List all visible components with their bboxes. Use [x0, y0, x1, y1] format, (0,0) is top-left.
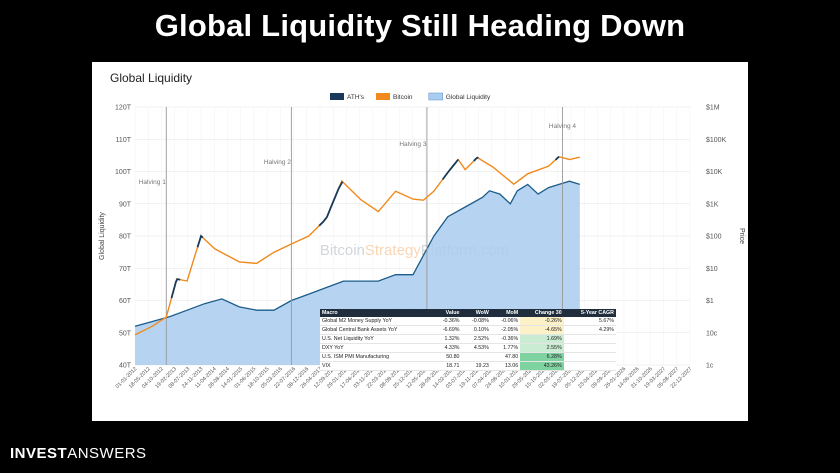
macro-cell: U.S. Net Liquidity YoY: [320, 334, 433, 344]
macro-cell: 4.29%: [563, 325, 616, 335]
macro-cell: [563, 361, 616, 371]
macro-header-cell: MoM: [490, 309, 521, 317]
macro-cell: [563, 352, 616, 362]
macro-cell: -4.65%: [520, 325, 564, 335]
y-tick-label: 40T: [119, 363, 132, 370]
macro-cell: 2.55%: [520, 343, 564, 353]
y2-tick-label: 10c: [706, 330, 718, 337]
brand-bold: INVEST: [10, 445, 68, 462]
macro-cell: 4.33%: [432, 343, 462, 353]
macro-row: U.S. Net Liquidity YoY 1.32% 2.52% -0.36% 1.…: [320, 334, 616, 344]
legend-label: Bitcoin: [393, 94, 413, 101]
macro-cell: Global Central Bank Assets YoY: [320, 325, 433, 335]
y-axis-label: Global Liquidity: [99, 212, 106, 260]
ath-segment: [318, 181, 344, 227]
brand-logo: INVESTANSWERS: [10, 445, 147, 462]
y-tick-label: 90T: [119, 201, 132, 208]
macro-cell: VIX: [320, 361, 433, 371]
macro-cell: [461, 352, 491, 362]
macro-header-cell: Change 30: [520, 309, 564, 317]
ath-segment: [441, 158, 459, 181]
macro-table: Macro Value WoW MoM Change 30 5-Year CAGR Glo…: [320, 309, 616, 371]
macro-cell: 0.10%: [461, 325, 491, 335]
chart-panel: Global Liquidity 120T 110T 100T 90T 80T 70T 60…: [92, 62, 748, 421]
y2-tick-label: 1c: [706, 363, 714, 370]
macro-row: Global Central Bank Assets YoY -6.69% 0.10…: [320, 325, 616, 335]
macro-cell: 4.53%: [461, 343, 491, 353]
y-tick-label: 80T: [119, 234, 132, 241]
macro-cell: 19.23: [461, 361, 491, 371]
headline: Global Liquidity Still Heading Down: [154, 8, 686, 43]
ath-segment: [170, 278, 181, 299]
macro-cell: 2.52%: [461, 334, 491, 344]
y2-tick-label: $10K: [706, 169, 723, 176]
ath-segment: [473, 156, 479, 162]
legend-swatch: [428, 92, 444, 101]
ath-segment: [196, 234, 204, 248]
y2-tick-label: $10: [706, 266, 718, 273]
macro-cell: [563, 334, 616, 344]
y2-tick-label: $1: [706, 298, 714, 305]
macro-header-cell: WoW: [461, 309, 491, 317]
chart-title: Global Liquidity: [110, 71, 193, 85]
legend-swatch: [330, 93, 344, 100]
y-tick-label: 50T: [119, 330, 132, 337]
brand-light: ANSWERS: [67, 445, 147, 462]
macro-cell: [563, 343, 616, 353]
macro-cell: -0.36%: [490, 334, 521, 344]
macro-cell: 43.26%: [520, 361, 564, 371]
y-tick-label: 100T: [115, 169, 132, 176]
liquidity-line: [134, 180, 580, 327]
macro-row: U.S. ISM PMI Manufacturing 50.80 47.80 6.28…: [320, 352, 616, 362]
macro-cell: -0.06%: [490, 317, 521, 326]
legend-swatch: [376, 93, 390, 100]
macro-cell: -0.36%: [432, 317, 462, 326]
macro-cell: -0.08%: [461, 317, 491, 326]
y2-tick-label: $1M: [706, 105, 720, 112]
legend-label: Global Liquidity: [446, 94, 491, 101]
macro-cell: 13.06: [490, 361, 521, 371]
y2-tick-label: $100K: [706, 137, 727, 144]
macro-cell: -6.69%: [432, 325, 462, 335]
macro-cell: 18.71: [432, 361, 462, 371]
y-tick-label: 70T: [119, 266, 132, 273]
macro-cell: 1.77%: [490, 343, 521, 353]
ath-segment: [554, 156, 560, 161]
macro-table-header: Macro Value WoW MoM Change 30 5-Year CAGR: [320, 309, 616, 317]
macro-cell: U.S. ISM PMI Manufacturing: [320, 352, 433, 362]
halving-label: Halving 3: [399, 141, 426, 148]
y2-tick-label: $100: [706, 234, 722, 241]
macro-cell: 6.28%: [520, 352, 564, 362]
macro-cell: 1.69%: [520, 334, 564, 344]
y-tick-label: 60T: [119, 298, 132, 305]
macro-header-cell: Value: [432, 309, 462, 317]
y-tick-label: 120T: [115, 105, 132, 112]
y2-tick-label: $1K: [706, 201, 719, 208]
macro-row: Global M2 Money Supply YoY -0.36% -0.08% -0…: [320, 317, 616, 326]
macro-cell: 5.67%: [563, 317, 616, 326]
macro-cell: 50.80: [432, 352, 462, 362]
macro-cell: -2.05%: [490, 325, 521, 335]
halving-label: Halving 4: [549, 123, 576, 130]
y-tick-label: 110T: [116, 137, 132, 144]
macro-header-cell: Macro: [320, 309, 433, 317]
macro-table-body: Global M2 Money Supply YoY -0.36% -0.08% -0…: [320, 317, 616, 371]
macro-cell: 47.80: [490, 352, 521, 362]
y2-axis-label: Price: [738, 228, 745, 244]
macro-row: DXY YoY 4.33% 4.53% 1.77% 2.55%: [320, 343, 616, 353]
halving-label: Halving 2: [264, 159, 291, 166]
macro-cell: -0.26%: [520, 317, 564, 326]
macro-header-cell: 5-Year CAGR: [563, 309, 616, 317]
macro-cell: DXY YoY: [320, 343, 433, 353]
macro-row: VIX 18.71 19.23 13.06 43.26%: [320, 361, 616, 371]
legend-label: ATH's: [347, 94, 365, 101]
halving-label: Halving 1: [139, 179, 166, 186]
macro-cell: 1.32%: [432, 334, 462, 344]
macro-cell: Global M2 Money Supply YoY: [320, 317, 433, 326]
